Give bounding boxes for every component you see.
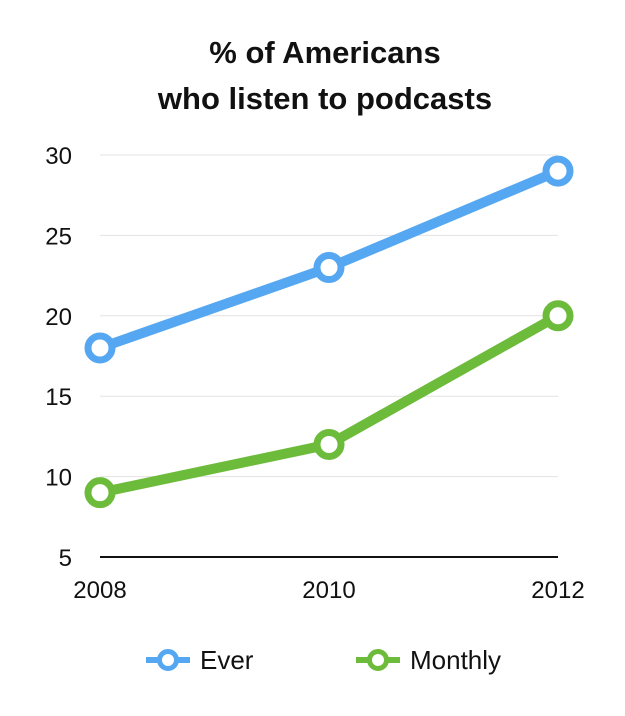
data-point-monthly	[84, 477, 116, 509]
series-line-monthly	[95, 310, 563, 498]
y-tick-label: 25	[45, 223, 72, 250]
data-point-ever	[84, 332, 116, 364]
chart-title: % of Americans who listen to podcasts	[0, 30, 625, 122]
legend-marker-ever-icon	[146, 649, 190, 671]
legend-item-ever: Ever	[146, 640, 253, 680]
chart-title-line-2: who listen to podcasts	[157, 81, 493, 116]
x-tick-label: 2010	[302, 577, 355, 604]
legend-label-ever: Ever	[200, 644, 254, 675]
data-point-ever	[313, 252, 345, 284]
legend-item-monthly: Monthly	[356, 640, 501, 680]
series	[84, 155, 574, 509]
legend-marker-monthly-icon	[356, 649, 400, 671]
y-tick-label: 15	[45, 384, 72, 411]
data-point-monthly	[313, 428, 345, 460]
chart-title-line-1: % of Americans	[209, 35, 441, 70]
y-tick-label: 30	[45, 143, 72, 170]
data-point-ever	[542, 155, 574, 187]
data-point-monthly	[542, 300, 574, 332]
y-tick-label: 10	[45, 465, 72, 492]
legend: Ever Monthly	[0, 640, 625, 680]
x-tick-label: 2008	[73, 577, 126, 604]
y-tick-label: 20	[45, 304, 72, 331]
legend-label-monthly: Monthly	[410, 644, 502, 675]
x-tick-label: 2012	[531, 577, 584, 604]
y-tick-label: 5	[59, 545, 72, 572]
